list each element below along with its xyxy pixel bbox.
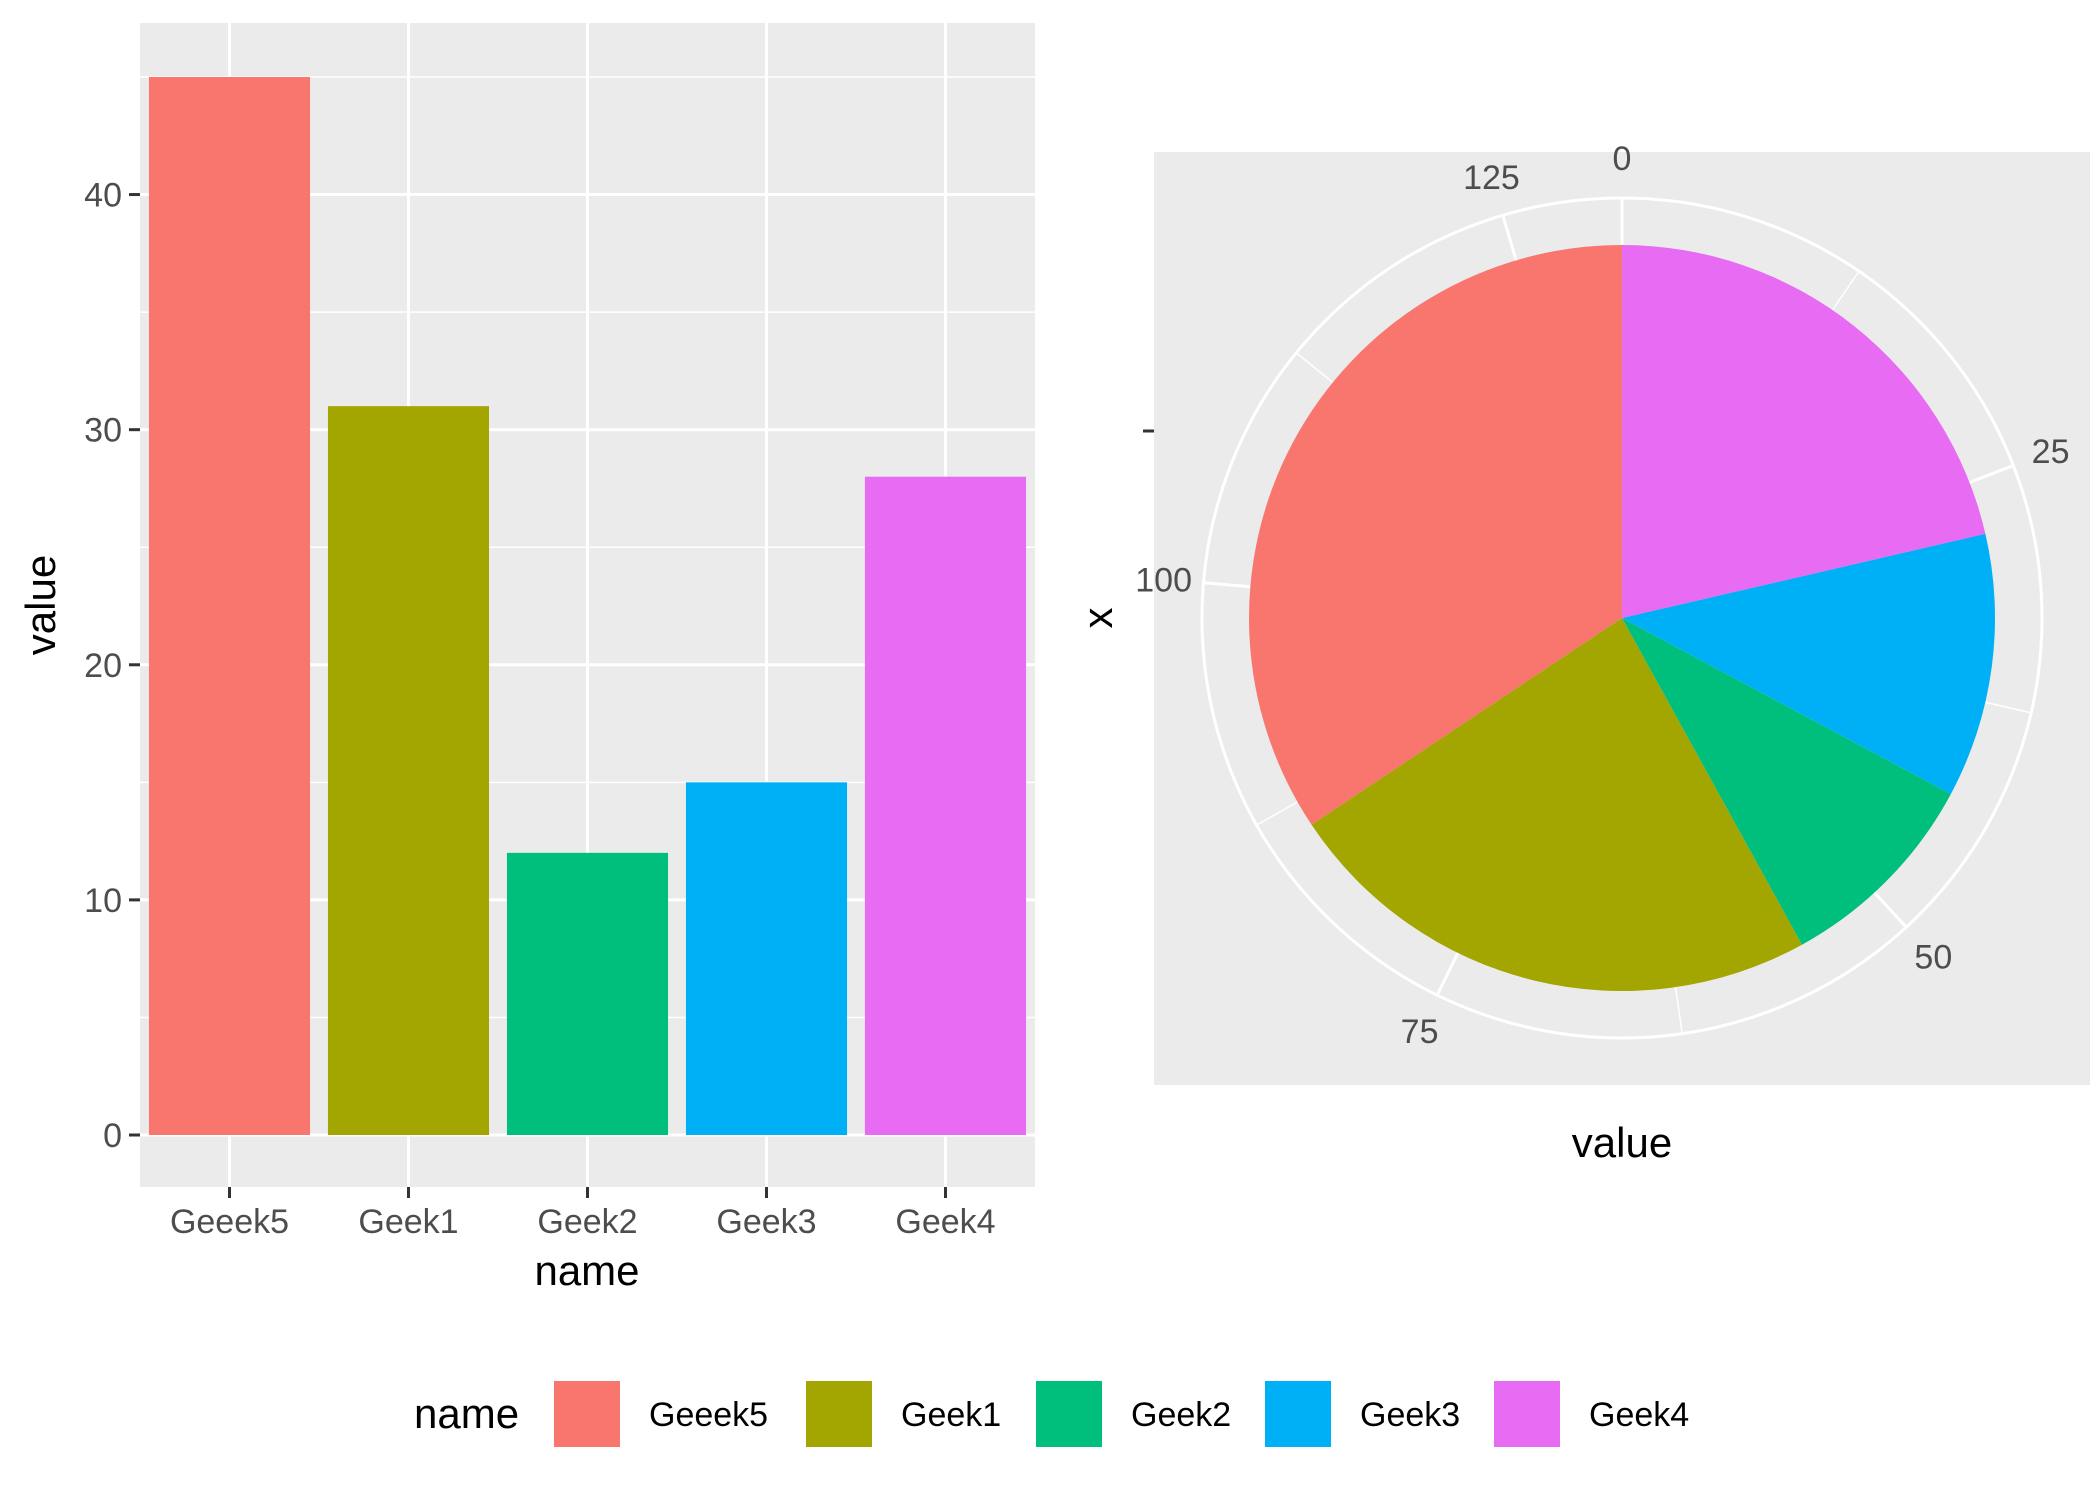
bar-x-tick-label: Geeek5 xyxy=(170,1203,289,1241)
bar-y-axis-title: value xyxy=(17,555,64,655)
bar-x-tick-label: Geek3 xyxy=(716,1203,816,1241)
legend-key-Geek1 xyxy=(804,1379,874,1449)
bar-y-tick-label: 40 xyxy=(84,177,122,215)
legend-title: name xyxy=(414,1390,519,1437)
legend: name Geeek5 Geek1 Geek2 Geek3 Geek4 xyxy=(414,1379,1689,1449)
pie-y-axis-title: x xyxy=(1074,608,1121,629)
bar-x-axis-title: name xyxy=(534,1247,639,1294)
legend-key-Geek4 xyxy=(1492,1379,1562,1449)
pie-slice-Geek1 xyxy=(1311,618,1803,992)
pie-slice-Geek4 xyxy=(1622,245,1986,618)
pie-slice-Geek3 xyxy=(1622,533,1995,795)
bar-y-tick-label: 30 xyxy=(84,412,122,450)
legend-label: Geek4 xyxy=(1589,1396,1689,1434)
bar-x-tick-label: Geek1 xyxy=(358,1203,458,1241)
pie-angle-tick-label: 0 xyxy=(1613,140,1632,178)
legend-key-Geek3 xyxy=(1263,1379,1333,1449)
pie-angle-ticks: 0 25 50 75 100 125 xyxy=(1135,140,2069,1051)
legend-key-Geek2 xyxy=(1034,1379,1104,1449)
bar-Geeek5 xyxy=(148,77,311,1135)
pie-angle-tick-label: 75 xyxy=(1401,1013,1439,1051)
bar-Geek3 xyxy=(685,782,848,1135)
pie-slice-Geeek5 xyxy=(1249,245,1622,825)
legend-label: Geek2 xyxy=(1131,1396,1231,1434)
bar-y-axis: 0 10 20 30 40 xyxy=(84,177,140,1155)
pie-angle-tick-label: 50 xyxy=(1914,939,1952,977)
pie-angle-tick-label: 100 xyxy=(1135,561,1192,599)
legend-items: Geeek5 Geek1 Geek2 Geek3 Geek4 xyxy=(552,1379,1689,1449)
bar-x-axis: Geeek5 Geek1 Geek2 Geek3 Geek4 xyxy=(170,1187,996,1241)
pie-chart: 0 25 50 75 100 125 value x xyxy=(1074,140,2090,1166)
bar-Geek2 xyxy=(506,852,669,1135)
pie-x-axis-title: value xyxy=(1572,1119,1672,1166)
legend-label: Geek3 xyxy=(1360,1396,1460,1434)
bar-y-tick-label: 0 xyxy=(103,1117,122,1155)
pie-slices xyxy=(1249,245,1995,992)
bar-x-tick-label: Geek2 xyxy=(537,1203,637,1241)
bar-y-tick-label: 10 xyxy=(84,882,122,920)
pie-angle-tick-label: 25 xyxy=(2032,433,2070,471)
pie-slice-Geek2 xyxy=(1622,618,1951,945)
legend-label: Geek1 xyxy=(901,1396,1001,1434)
legend-key-Geeek5 xyxy=(552,1379,622,1449)
bar-x-tick-label: Geek4 xyxy=(895,1203,995,1241)
bar-Geek1 xyxy=(327,406,490,1136)
bar-marks xyxy=(148,77,1027,1136)
bar-y-tick-label: 20 xyxy=(84,647,122,685)
bar-chart: 0 10 20 30 40 Geeek5 Geek1 Geek2 Geek3 Geek4 nam… xyxy=(17,23,1035,1294)
pie-angle-tick-label: 125 xyxy=(1463,159,1520,197)
legend-label: Geeek5 xyxy=(649,1396,768,1434)
bar-Geek4 xyxy=(864,476,1027,1135)
